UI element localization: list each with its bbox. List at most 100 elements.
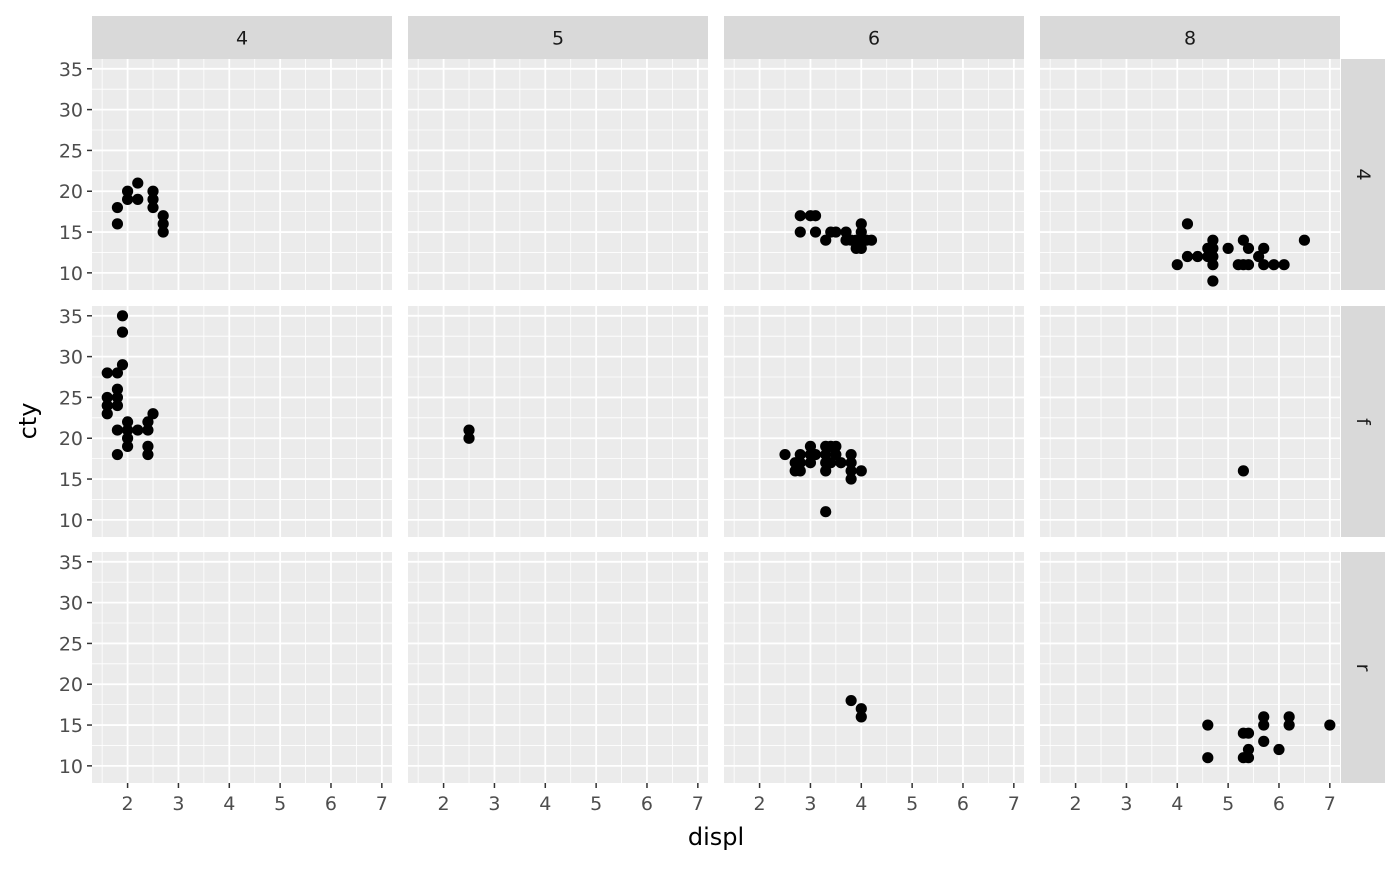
data-point xyxy=(1181,218,1194,230)
data-point xyxy=(1192,250,1204,263)
data-point xyxy=(116,326,129,338)
data-point xyxy=(101,399,113,412)
data-point xyxy=(1242,259,1255,271)
data-point xyxy=(794,465,806,477)
data-point xyxy=(840,226,852,238)
data-point xyxy=(1324,719,1336,731)
data-point xyxy=(835,457,847,469)
facet-strip-right xyxy=(1341,552,1385,783)
data-point xyxy=(101,391,113,404)
x-tick-label: 7 xyxy=(1008,793,1020,815)
x-axis-title: displ xyxy=(688,823,744,851)
x-tick-label: 2 xyxy=(754,793,766,815)
data-point xyxy=(111,424,124,436)
x-tick-label: 7 xyxy=(376,793,388,815)
data-point xyxy=(1242,242,1255,254)
y-tick-label: 15 xyxy=(59,469,83,491)
data-point xyxy=(1258,259,1270,271)
data-point xyxy=(855,703,867,715)
x-tick-label: 2 xyxy=(1070,793,1082,815)
panel-background xyxy=(1040,306,1340,537)
data-point xyxy=(820,465,832,477)
data-point xyxy=(1273,743,1285,756)
facet-strip-top xyxy=(1040,16,1340,59)
data-point xyxy=(1258,735,1270,747)
x-tick-label: 3 xyxy=(488,793,500,815)
panel-background xyxy=(408,59,708,290)
data-point xyxy=(1283,711,1295,723)
data-point xyxy=(157,218,169,230)
data-point xyxy=(1202,752,1214,764)
data-point xyxy=(132,424,144,436)
data-point xyxy=(804,440,817,452)
y-tick-label: 35 xyxy=(59,59,83,81)
data-point xyxy=(147,408,159,420)
data-point xyxy=(809,448,822,461)
data-point xyxy=(855,465,867,477)
x-tick-label: 3 xyxy=(172,793,184,815)
panel-background xyxy=(1040,59,1340,290)
x-tick-label: 5 xyxy=(274,793,286,815)
data-point xyxy=(101,367,113,379)
data-point xyxy=(855,711,867,723)
data-point xyxy=(121,193,134,205)
data-point xyxy=(1258,711,1270,723)
panel-background xyxy=(92,59,392,290)
y-tick-label: 30 xyxy=(59,100,83,122)
panel-background xyxy=(724,552,1024,783)
x-tick-label: 5 xyxy=(906,793,918,815)
panel-background xyxy=(1040,552,1340,783)
data-point xyxy=(142,416,154,428)
data-point xyxy=(804,457,817,469)
data-point xyxy=(830,226,842,238)
x-tick-label: 5 xyxy=(590,793,602,815)
y-tick-label: 25 xyxy=(59,140,83,162)
panel-background xyxy=(408,306,708,537)
data-point xyxy=(820,506,832,518)
data-point xyxy=(111,383,124,395)
data-point xyxy=(1222,242,1234,254)
x-tick-label: 4 xyxy=(539,793,551,815)
data-point xyxy=(147,193,159,205)
data-point xyxy=(845,465,857,477)
y-tick-label: 35 xyxy=(59,552,83,574)
data-point xyxy=(132,193,144,205)
data-point xyxy=(1278,259,1290,271)
data-point xyxy=(1207,234,1219,246)
data-point xyxy=(1268,259,1280,271)
data-point xyxy=(1298,234,1311,246)
y-tick-label: 30 xyxy=(59,347,83,369)
data-point xyxy=(845,457,857,469)
panel-background xyxy=(408,552,708,783)
data-point xyxy=(121,424,134,436)
data-point xyxy=(845,694,857,707)
data-point xyxy=(865,234,878,246)
data-point xyxy=(820,448,832,461)
data-point xyxy=(855,242,867,254)
data-point xyxy=(855,226,867,238)
y-tick-label: 10 xyxy=(59,510,83,532)
y-tick-label: 20 xyxy=(59,674,83,696)
data-point xyxy=(463,424,475,436)
x-tick-label: 4 xyxy=(855,793,867,815)
facet-strip-right xyxy=(1341,306,1385,537)
y-tick-label: 20 xyxy=(59,428,83,450)
data-point xyxy=(121,432,134,444)
facet-strip-top xyxy=(92,16,392,59)
panel-background xyxy=(724,306,1024,537)
data-point xyxy=(794,448,806,461)
data-point xyxy=(147,201,159,214)
data-point xyxy=(1171,259,1183,271)
y-tick-label: 15 xyxy=(59,222,83,244)
data-point xyxy=(1207,275,1219,287)
x-tick-label: 3 xyxy=(1120,793,1132,815)
facet-label-col: 6 xyxy=(868,28,880,50)
data-point xyxy=(1202,719,1214,731)
data-point xyxy=(121,440,134,452)
data-point xyxy=(1258,242,1270,254)
data-point xyxy=(142,424,154,436)
y-tick-label: 25 xyxy=(59,633,83,655)
data-point xyxy=(1237,234,1249,246)
facet-strip-top xyxy=(724,16,1024,59)
